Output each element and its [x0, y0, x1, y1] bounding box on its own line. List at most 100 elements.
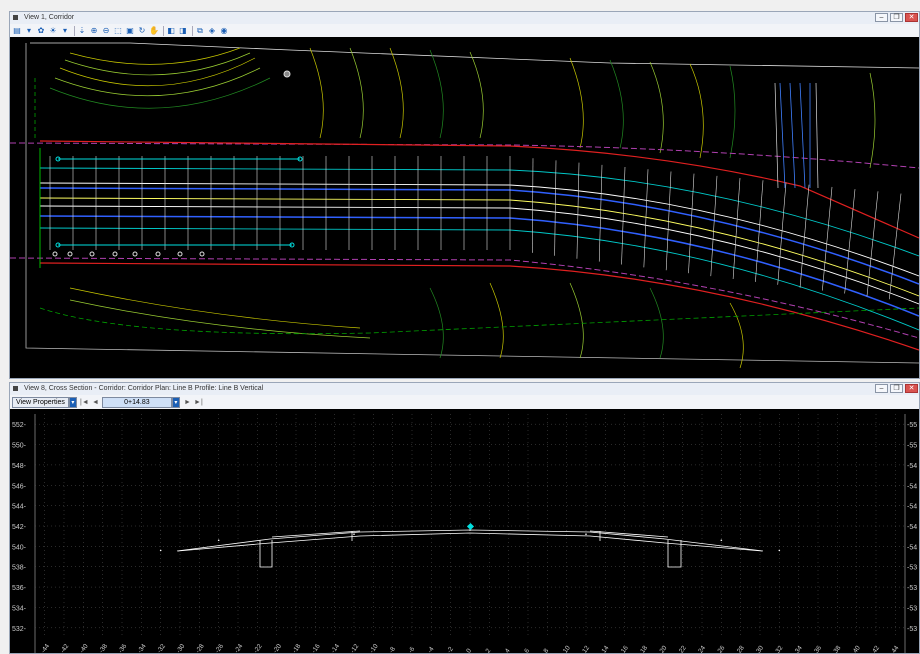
- x-tick-label: -22: [253, 643, 264, 653]
- view-attributes-icon[interactable]: ▤: [13, 25, 21, 35]
- update-icon[interactable]: ⇣: [78, 25, 86, 35]
- y-tick-label: 550-: [12, 443, 27, 450]
- boundary-line: [25, 43, 919, 364]
- cross-section-line: [576, 162, 580, 259]
- x-tick-label: -4: [427, 646, 436, 653]
- cross-section-line: [822, 186, 833, 291]
- fit-view-icon[interactable]: ▣: [126, 25, 134, 35]
- dropdown-icon[interactable]: ▾: [26, 25, 31, 35]
- window-menu-icon[interactable]: [13, 386, 18, 391]
- clip-volume-icon[interactable]: ◉: [220, 25, 228, 35]
- series-point: [159, 549, 162, 552]
- x-tick-label: 20: [659, 644, 669, 653]
- x-tick-label: 38: [833, 644, 843, 653]
- cross-section-line: [688, 173, 695, 274]
- station-dropdown-icon[interactable]: ▾: [171, 396, 180, 408]
- view8-title: View 8, Cross Section - Corridor: Corrid…: [24, 385, 264, 392]
- curb-right: [667, 540, 682, 568]
- brightness-icon[interactable]: ☀: [49, 25, 57, 35]
- cross-section-line: [732, 178, 741, 280]
- dropdown-icon[interactable]: ▾: [62, 25, 67, 35]
- window-menu-icon[interactable]: [13, 15, 18, 20]
- roadway-lines: [39, 167, 919, 331]
- cross-section-line: [866, 191, 879, 297]
- cross-section-line: [844, 189, 856, 294]
- boundary-line: [30, 42, 919, 69]
- y-tick-label: 544-: [12, 504, 27, 511]
- cross-section-line: [888, 193, 902, 300]
- view-3d-icon[interactable]: ◈: [208, 25, 216, 35]
- y-tick-label: 542-: [12, 524, 27, 531]
- display-style-icon[interactable]: ✿: [37, 25, 45, 35]
- station-field[interactable]: 0+14.83: [101, 396, 172, 408]
- previous-station-button[interactable]: ◄: [91, 398, 99, 406]
- view8-toolbar: View Properties ▾ |◄ ◄ 0+14.83 ▾ ► ►|: [10, 395, 919, 409]
- pavement-top-line: [271, 530, 669, 538]
- zoom-out-icon[interactable]: ⊖: [102, 25, 110, 35]
- restore-button[interactable]: ❐: [890, 384, 903, 393]
- cross-section-grid: [34, 414, 906, 653]
- x-tick-label: 18: [639, 644, 649, 653]
- crossing-road-edge: [774, 82, 819, 189]
- x-tick-label: 30: [755, 644, 765, 653]
- y-tick-labels: 552- 550- 548- 546- 544- 542- 540- 538- 536- 534-…: [12, 422, 27, 633]
- control-point[interactable]: [289, 242, 295, 248]
- zoom-in-icon[interactable]: ⊕: [90, 25, 98, 35]
- restore-button[interactable]: ❐: [890, 13, 903, 22]
- view1-titlebar[interactable]: View 1, Corridor – ❐ ✕: [10, 12, 919, 24]
- y-tick-label-right: -55: [907, 422, 917, 429]
- x-tick-label: -38: [98, 643, 109, 653]
- rotate-icon[interactable]: ↻: [138, 25, 146, 35]
- x-tick-label: -34: [137, 643, 148, 653]
- profile-grade-point[interactable]: [466, 522, 475, 531]
- cross-section-canvas[interactable]: 552- 550- 548- 546- 544- 542- 540- 538- 536- 534-…: [10, 410, 919, 653]
- x-tick-label: 2: [485, 647, 493, 653]
- cross-section-line: [755, 180, 764, 282]
- x-tick-label: -20: [272, 643, 283, 653]
- x-tick-label: -10: [369, 643, 380, 653]
- plan-view-canvas[interactable]: [10, 38, 919, 378]
- ditch-line: [39, 307, 919, 335]
- control-point[interactable]: [55, 242, 61, 248]
- view-properties-dropdown-icon[interactable]: ▾: [68, 396, 77, 408]
- toolbar-separator: [74, 25, 75, 36]
- next-station-button[interactable]: ►: [183, 398, 191, 406]
- x-tick-label: 12: [581, 644, 591, 653]
- subgrade-line: [177, 532, 763, 552]
- view-properties-button[interactable]: View Properties: [12, 396, 69, 408]
- series-point: [217, 539, 220, 542]
- view1-window[interactable]: View 1, Corridor – ❐ ✕ ▤ ▾ ✿ ☀ ▾ ⇣ ⊕ ⊖ ⬚…: [9, 11, 920, 379]
- y-tick-label-right: -54: [907, 504, 917, 511]
- previous-view-icon[interactable]: ◧: [167, 25, 175, 35]
- view8-titlebar[interactable]: View 8, Cross Section - Corridor: Corrid…: [10, 383, 919, 395]
- minimize-button[interactable]: –: [875, 13, 888, 22]
- next-view-icon[interactable]: ◨: [179, 25, 187, 35]
- series-point: [585, 533, 587, 535]
- y-tick-label: 538-: [12, 565, 27, 572]
- last-station-button[interactable]: ►|: [194, 398, 203, 406]
- series-marks: [159, 529, 781, 552]
- close-button[interactable]: ✕: [905, 384, 918, 393]
- window-area-icon[interactable]: ⬚: [114, 25, 122, 35]
- y-tick-label-right: -53: [907, 565, 917, 572]
- close-button[interactable]: ✕: [905, 13, 918, 22]
- x-tick-label: 44: [891, 644, 901, 653]
- toolbar-separator: [192, 25, 193, 36]
- pan-icon[interactable]: ✋: [149, 25, 159, 35]
- copy-view-icon[interactable]: ⧉: [197, 25, 203, 35]
- first-station-button[interactable]: |◄: [80, 398, 89, 406]
- x-tick-label: -44: [40, 643, 51, 653]
- drainage-points: [52, 70, 291, 257]
- canvas-background: [10, 410, 919, 653]
- cross-section-line: [777, 182, 787, 285]
- minimize-button[interactable]: –: [875, 384, 888, 393]
- control-point[interactable]: [55, 156, 61, 162]
- view1-title: View 1, Corridor: [24, 14, 75, 21]
- series-point: [720, 539, 723, 542]
- x-tick-label: 10: [562, 644, 572, 653]
- view8-window[interactable]: View 8, Cross Section - Corridor: Corrid…: [9, 382, 920, 654]
- right-of-way-line: [10, 257, 919, 339]
- control-point[interactable]: [297, 156, 303, 162]
- x-tick-label: -36: [117, 643, 128, 653]
- x-tick-label: -6: [407, 646, 416, 653]
